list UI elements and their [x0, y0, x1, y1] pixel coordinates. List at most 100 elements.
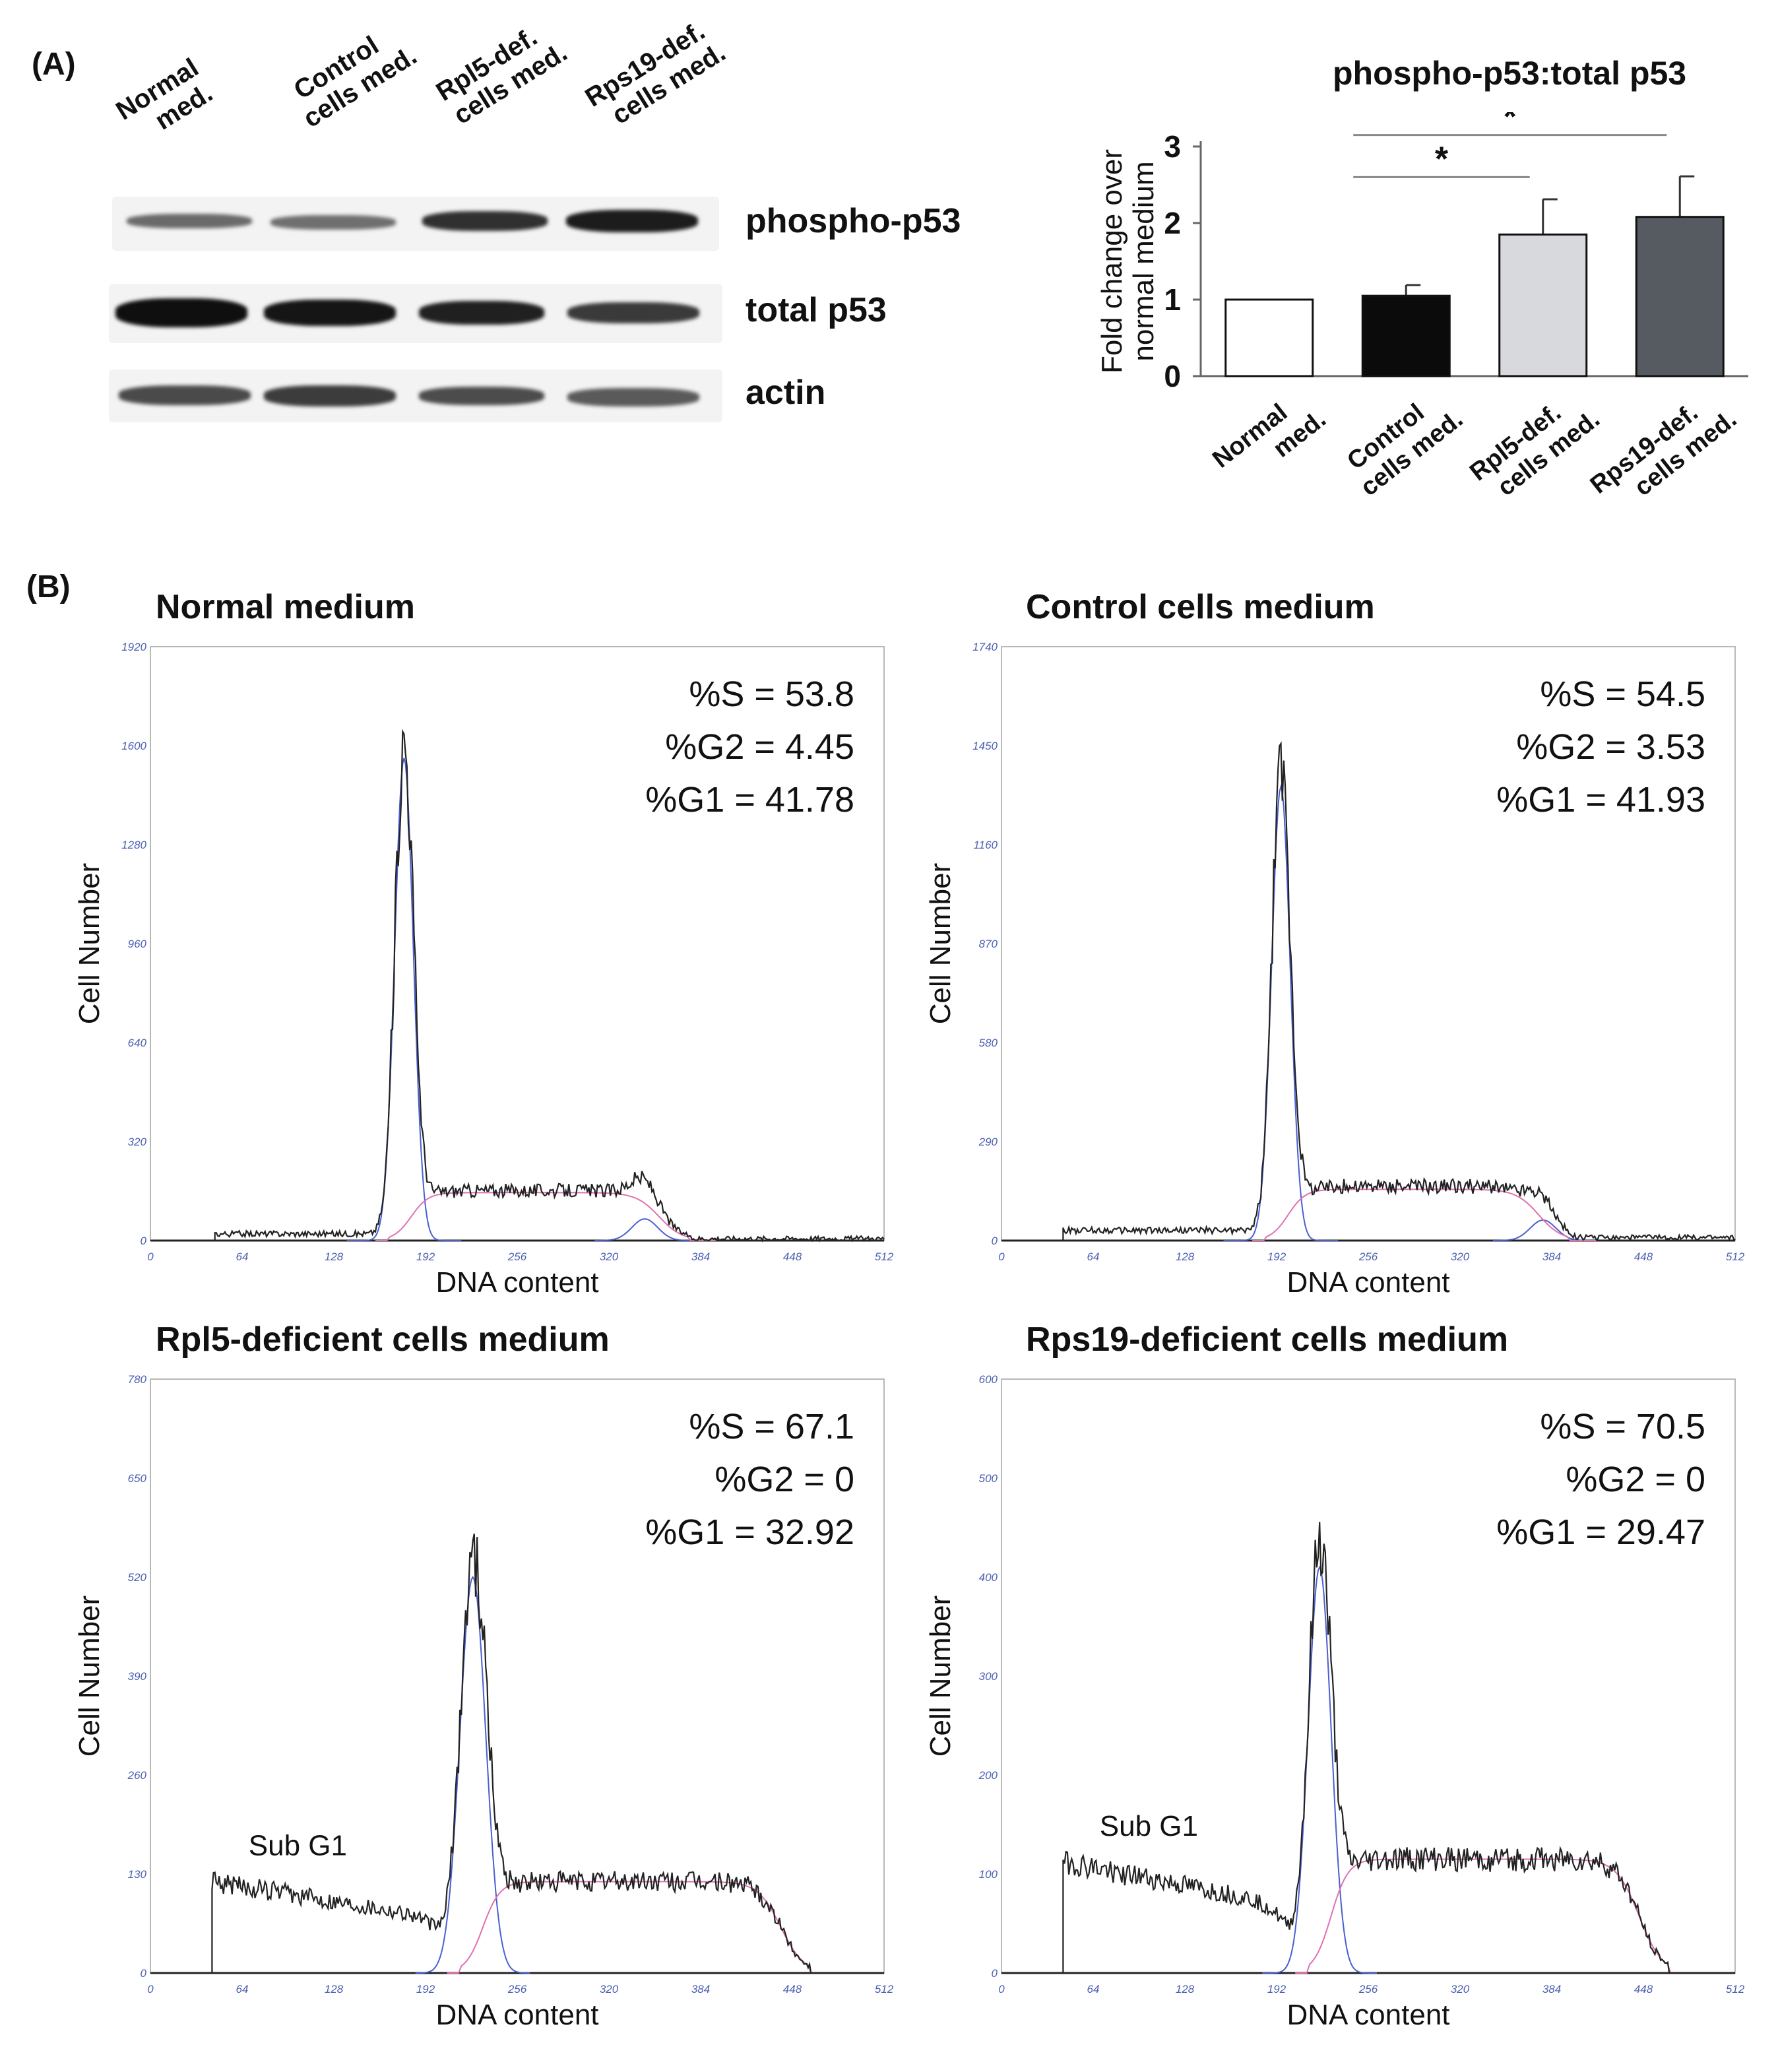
histogram-rpl5-deficient: 0 64 128 192 256 320 384 448 512 0 130 260 390 520 650… — [73, 1373, 894, 2031]
histogram-y-tick-label: 390 — [128, 1670, 147, 1683]
histogram-stat: %G1 = 32.92 — [645, 1512, 854, 1552]
histogram-x-tick-label: 448 — [783, 1983, 802, 1995]
histogram-y-tick-label: 300 — [979, 1670, 998, 1683]
band-label-actin: actin — [746, 373, 826, 412]
histogram-x-tick-label: 192 — [1267, 1250, 1286, 1263]
histogram-y-tick-label: 130 — [128, 1868, 147, 1881]
blot-band — [567, 388, 699, 406]
histogram-x-tick-label: 64 — [236, 1983, 249, 1995]
histogram-data-trace — [150, 1534, 884, 1974]
histogram-stat: %S = 70.5 — [1540, 1407, 1705, 1446]
panel-a-label: (A) — [32, 47, 76, 82]
histogram-x-tick-label: 192 — [416, 1250, 435, 1263]
histogram-stat: %G2 = 0 — [1566, 1460, 1705, 1499]
bar-y-tick-label: 3 — [1164, 129, 1181, 164]
histogram-g2-fit-curve — [594, 1218, 695, 1241]
histogram-x-tick-label: 320 — [1451, 1983, 1470, 1995]
histogram-x-tick-label: 192 — [416, 1983, 435, 1995]
histogram-s-fit-curve — [447, 1881, 837, 1974]
histogram-x-tick-label: 448 — [1634, 1983, 1653, 1995]
histogram-y-tick-label: 1740 — [972, 641, 998, 653]
bar — [1224, 298, 1314, 377]
blot-band — [127, 214, 252, 228]
histogram-x-tick-label: 384 — [691, 1983, 710, 1995]
histogram-x-tick-label: 512 — [875, 1250, 894, 1263]
histogram-x-tick-label: 384 — [691, 1250, 710, 1263]
histogram-x-tick-label: 512 — [1726, 1250, 1745, 1263]
bar-category-label: Rpl5-def.cells med. — [1465, 382, 1605, 509]
histogram-control-cells-medium: 0 64 128 192 256 320 384 448 512 0 290 580 870 1160 14… — [924, 641, 1745, 1299]
histogram-normal-medium: 0 64 128 192 256 320 384 448 512 0 320 640 960 1280 16… — [73, 641, 894, 1299]
histogram-x-tick-label: 0 — [998, 1983, 1005, 1995]
blot-band — [419, 301, 544, 325]
histogram-stat: %G2 = 4.45 — [665, 727, 854, 767]
histogram-y-tick-label: 0 — [992, 1235, 998, 1247]
band-label-phospho-p53: phospho-p53 — [746, 202, 961, 240]
histogram-x-tick-label: 320 — [1451, 1250, 1470, 1263]
lane-label-rps19: Rps19-def. cells med. — [575, 13, 730, 141]
blot-band — [115, 298, 247, 327]
histogram-s-fit-curve — [375, 1192, 716, 1241]
histogram-title-rps19: Rps19-deficient cells medium — [1026, 1320, 1509, 1359]
significance-marker: * — [1435, 140, 1449, 178]
histogram-x-label: DNA content — [1286, 1266, 1449, 1299]
histogram-x-tick-label: 128 — [1176, 1983, 1195, 1995]
lane-label-control: Control cells med. — [266, 16, 422, 144]
histogram-y-tick-label: 260 — [127, 1769, 147, 1782]
histogram-stat: %S = 54.5 — [1540, 674, 1705, 714]
blot-strip-total-p53 — [109, 284, 722, 343]
bar — [1635, 216, 1725, 377]
histogram-y-tick-label: 200 — [978, 1769, 998, 1782]
histogram-s-fit-curve — [1252, 1188, 1597, 1241]
histogram-y-tick-label: 1920 — [121, 641, 146, 653]
blot-band — [270, 215, 396, 230]
histogram-y-tick-label: 640 — [128, 1037, 147, 1049]
histogram-x-tick-label: 192 — [1267, 1983, 1286, 1995]
blot-band — [264, 300, 396, 326]
histogram-y-tick-label: 320 — [128, 1136, 147, 1148]
histogram-x-tick-label: 256 — [507, 1250, 527, 1263]
blot-band — [566, 210, 698, 232]
histogram-x-tick-label: 512 — [1726, 1983, 1745, 1995]
histogram-y-tick-label: 0 — [992, 1967, 998, 1980]
histogram-x-tick-label: 128 — [1176, 1250, 1195, 1263]
histogram-y-tick-label: 0 — [141, 1235, 147, 1247]
histogram-stat: %G1 = 41.78 — [645, 780, 854, 820]
histogram-y-tick-label: 500 — [979, 1472, 998, 1485]
blot-band — [419, 387, 544, 405]
blot-strip-phospho-p53 — [112, 197, 719, 251]
histogram-x-tick-label: 128 — [325, 1983, 344, 1995]
histogram-y-label: Cell Number — [73, 863, 106, 1025]
bar-category-label: Controlcells med. — [1338, 382, 1469, 502]
histogram-x-tick-label: 64 — [236, 1250, 249, 1263]
histogram-stat: %G2 = 3.53 — [1516, 727, 1705, 767]
histogram-x-tick-label: 320 — [600, 1250, 619, 1263]
histogram-y-tick-label: 600 — [979, 1373, 998, 1386]
bar-y-label-line: normal medium — [1127, 161, 1160, 361]
histogram-data-trace — [1001, 1522, 1735, 1974]
bar — [1498, 233, 1588, 377]
histogram-x-label: DNA content — [435, 1999, 598, 2031]
blot-strip-actin — [109, 370, 722, 422]
histogram-rps19-deficient: 0 64 128 192 256 320 384 448 512 0 100 200 300 400 500… — [924, 1373, 1745, 2031]
histogram-stat: %S = 67.1 — [689, 1407, 854, 1446]
bar-chart-title: phospho-p53:total p53 — [1333, 55, 1687, 92]
histogram-y-label: Cell Number — [924, 863, 957, 1025]
blot-band — [119, 385, 251, 405]
histogram-x-tick-label: 512 — [875, 1983, 894, 1995]
histogram-y-tick-label: 400 — [979, 1571, 998, 1584]
blot-band — [264, 385, 396, 406]
histogram-stat: %G2 = 0 — [714, 1460, 854, 1499]
histogram-x-label: DNA content — [1286, 1999, 1449, 2031]
histogram-x-tick-label: 0 — [147, 1250, 154, 1263]
bar — [1361, 294, 1451, 377]
histogram-x-tick-label: 256 — [1358, 1983, 1378, 1995]
bar-y-tick-label: 0 — [1164, 359, 1181, 393]
histogram-data-trace — [150, 728, 885, 1243]
histogram-g1-fit-curve — [1262, 1565, 1377, 1974]
histogram-subg1-label: Sub G1 — [249, 1830, 347, 1862]
histogram-y-tick-label: 1280 — [121, 839, 146, 851]
histogram-title-control: Control cells medium — [1026, 588, 1375, 626]
histogram-y-label: Cell Number — [924, 1596, 957, 1757]
